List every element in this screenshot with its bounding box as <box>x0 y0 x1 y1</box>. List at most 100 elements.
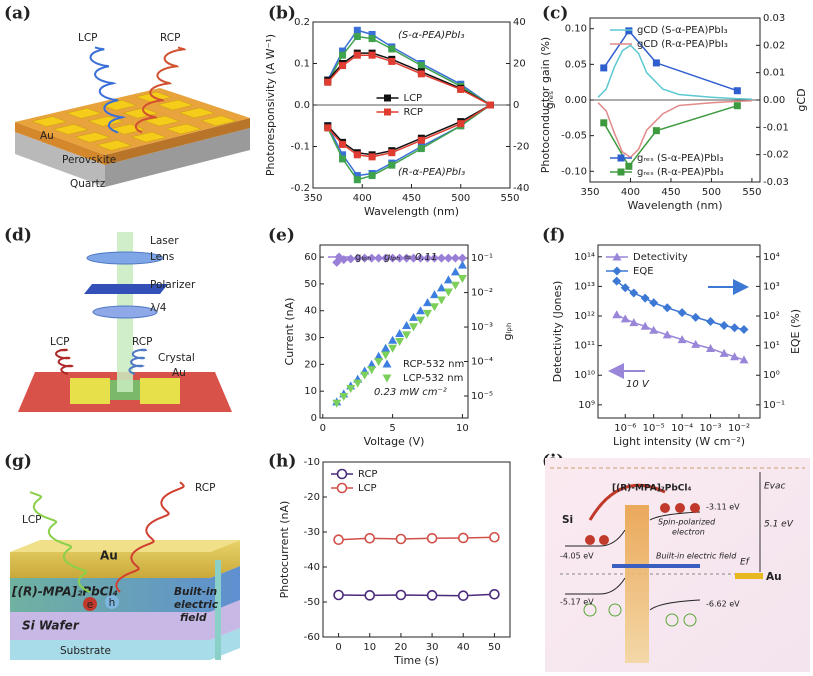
marker <box>612 276 622 286</box>
y-axis-title: Detectivity (Jones) <box>551 281 564 383</box>
marker <box>625 162 633 170</box>
x-tick-label: 10⁻³ <box>700 423 722 434</box>
marker <box>489 531 500 543</box>
series-line <box>603 104 738 168</box>
marker <box>640 321 650 330</box>
electron <box>675 503 685 513</box>
marker <box>353 33 361 41</box>
marker <box>409 323 419 332</box>
label: -3.11 eV <box>706 503 740 512</box>
marker <box>346 384 356 393</box>
y-axis-title: Current (nA) <box>283 298 296 366</box>
marker <box>402 331 412 340</box>
y-tick-label: 10¹¹ <box>574 341 595 352</box>
marker <box>457 85 465 93</box>
x-tick-label: 450 <box>402 193 421 204</box>
marker <box>388 161 396 169</box>
si-cb <box>565 529 626 547</box>
marker <box>339 140 347 148</box>
marker <box>353 151 361 159</box>
marker <box>388 57 396 65</box>
hole <box>105 595 119 609</box>
y-tick-label: 0.05 <box>565 59 587 70</box>
marker <box>620 283 630 293</box>
hole <box>683 613 697 627</box>
y-tick-label: -0.10 <box>561 166 587 177</box>
pk-vb <box>649 599 701 611</box>
legend-marker <box>617 168 625 176</box>
x-tick-label: 550 <box>742 187 761 198</box>
marker <box>429 290 439 299</box>
marker <box>612 310 622 319</box>
panel-label: (h) <box>268 452 296 472</box>
marker <box>733 87 741 95</box>
y-tick-label: 10¹² <box>574 311 595 322</box>
electrode <box>130 131 168 143</box>
light-helix <box>115 481 185 593</box>
electron <box>690 503 700 513</box>
marker <box>395 253 405 263</box>
label: Lens <box>150 251 174 263</box>
marker <box>395 338 405 347</box>
marker <box>368 153 376 161</box>
label: Perovskite <box>62 154 116 166</box>
label: LCP <box>22 514 42 526</box>
marker <box>339 151 347 159</box>
band-diagram: [(R)-MPA]₂PbCl₄ Evac 5.1 eV Au Ef Si -3.… <box>545 458 810 672</box>
marker <box>649 298 659 308</box>
marker <box>374 253 384 263</box>
marker <box>662 330 672 339</box>
x-axis-title: Voltage (V) <box>364 435 425 448</box>
x-tick-label: 10⁻⁶ <box>614 423 636 434</box>
marker <box>423 298 433 307</box>
y-tick-label: -0.05 <box>561 131 587 142</box>
device-a: Au Perovskite Quartz LCP RCP <box>15 32 250 190</box>
x-tick-label: 10⁻⁵ <box>643 423 665 434</box>
si-vb <box>565 577 626 595</box>
marker <box>367 366 377 375</box>
marker <box>367 253 377 263</box>
label: -5.17 eV <box>560 598 594 607</box>
x-axis-title: Wavelength (nm) <box>364 205 459 218</box>
label: Si <box>562 514 573 526</box>
marker <box>436 296 446 305</box>
x-tick-label: 40 <box>457 642 470 653</box>
marker <box>416 306 426 315</box>
marker <box>381 343 391 352</box>
legend-label: Detectivity <box>633 252 688 263</box>
marker <box>706 343 716 352</box>
marker <box>677 308 687 318</box>
y-axis-title: gᵣₑₛ <box>543 91 556 110</box>
au-level <box>735 573 763 579</box>
marker <box>662 303 672 313</box>
y-tick-label: 0.10 <box>565 24 587 35</box>
marker <box>733 102 741 110</box>
legend-marker <box>384 108 391 116</box>
y-tick-label: 10 <box>304 386 317 397</box>
y-tick-label: 0.2 <box>294 17 310 28</box>
marker <box>353 51 361 59</box>
marker <box>739 355 749 364</box>
y2-tick-label: 0.02 <box>763 40 785 51</box>
y-axis-title: Photocurrent (nA) <box>278 501 291 599</box>
x-axis-title: Wavelength (nm) <box>627 199 722 212</box>
y2-tick-label: -20 <box>513 142 529 153</box>
label: electric <box>174 599 219 611</box>
marker <box>417 70 425 78</box>
label: LCP <box>78 32 98 44</box>
marker <box>443 288 453 297</box>
marker <box>353 176 361 184</box>
series-line <box>597 100 752 159</box>
marker <box>486 101 494 109</box>
marker <box>333 589 344 601</box>
label: Au <box>100 549 118 563</box>
label: Ef <box>740 558 751 568</box>
label: LCP <box>50 336 70 348</box>
setup-d: Laser Lens Polarizer λ/4 LCP RCP Crystal… <box>18 232 232 412</box>
label: electron <box>672 528 705 537</box>
marker <box>640 293 650 303</box>
y2-tick-label: -40 <box>513 183 529 194</box>
marker <box>368 30 376 38</box>
y2-axis-title: gₗₚₕ <box>501 323 514 341</box>
marker <box>417 62 425 70</box>
